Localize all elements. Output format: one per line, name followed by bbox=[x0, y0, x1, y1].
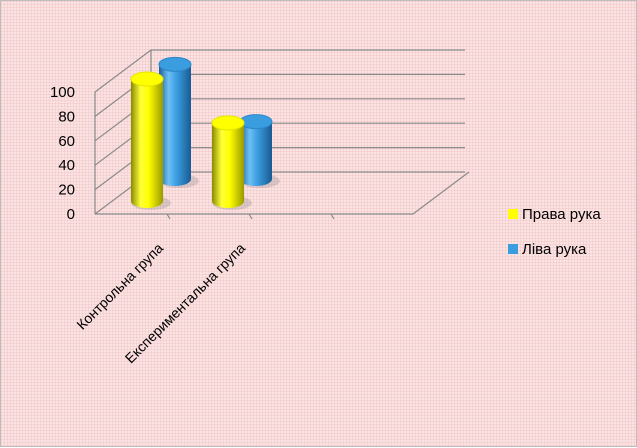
bar-left-hand-0 bbox=[158, 56, 199, 188]
floor-tick-0 bbox=[166, 213, 171, 220]
bar-right-hand-1 bbox=[211, 115, 252, 210]
bar-body bbox=[131, 79, 163, 208]
legend-label: Права рука bbox=[522, 206, 601, 223]
bar-left-hand-1 bbox=[239, 114, 280, 188]
y-tick-label: 20 bbox=[58, 182, 75, 199]
floor-tick-1 bbox=[248, 213, 253, 220]
floor-tick-2 bbox=[330, 213, 335, 220]
category-label: Контрольна група bbox=[73, 240, 166, 333]
bar-right-hand-0 bbox=[130, 71, 171, 210]
y-tick-label: 80 bbox=[58, 108, 75, 125]
bar-body bbox=[159, 64, 191, 186]
gridline-5 bbox=[94, 49, 465, 93]
legend-label: Ліва рука bbox=[522, 241, 587, 258]
legend-swatch bbox=[508, 209, 518, 219]
bar-top bbox=[239, 114, 273, 130]
bar-top bbox=[211, 115, 245, 131]
bar-top bbox=[130, 71, 164, 87]
bar-top bbox=[158, 56, 192, 72]
y-tick-label: 0 bbox=[67, 206, 75, 223]
floor-right-edge bbox=[412, 171, 470, 215]
bar-body bbox=[212, 122, 244, 208]
y-tick-label: 60 bbox=[58, 133, 75, 150]
y-tick-label: 40 bbox=[58, 157, 75, 174]
y-tick-label: 100 bbox=[50, 84, 75, 101]
bar-body bbox=[240, 121, 272, 186]
legend-swatch bbox=[508, 244, 518, 254]
